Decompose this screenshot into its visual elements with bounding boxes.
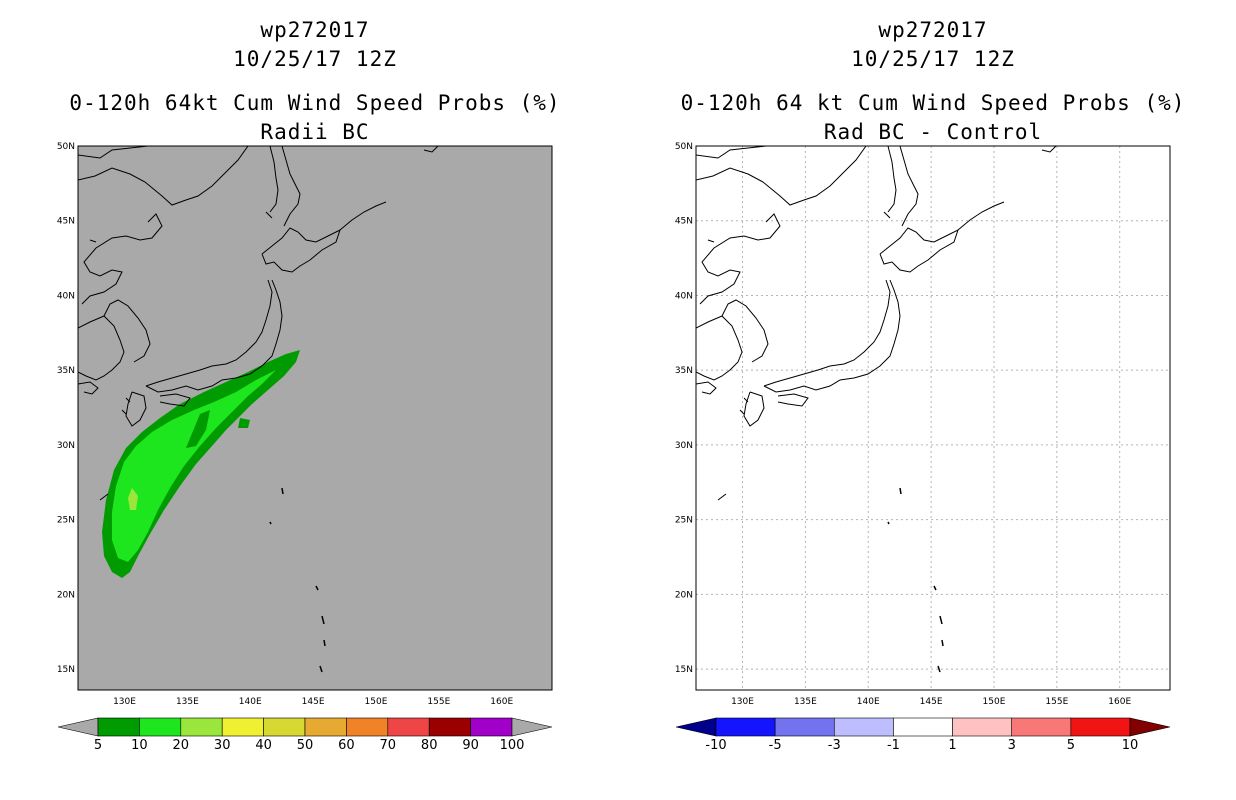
right-lat-label: 50N (675, 142, 693, 152)
right-lat-label: 30N (675, 441, 693, 451)
left-colorbar-swatch (221, 717, 264, 737)
right-lat-label: 20N (675, 590, 693, 600)
left-colorbar-swatch (139, 717, 182, 737)
left-colorbar-label: 90 (462, 738, 479, 753)
left-colorbar-swatch (97, 717, 140, 737)
right-lon-label: 135E (794, 697, 817, 707)
left-colorbar-swatch (180, 717, 223, 737)
left-lon-label: 140E (239, 697, 262, 707)
right-lon-label: 155E (1045, 697, 1068, 707)
left-lon-label: 150E (365, 697, 388, 707)
right-colorbar-swatch (952, 717, 1013, 737)
right-lat-label: 15N (675, 665, 693, 675)
left-lat-label: 40N (57, 291, 75, 301)
left-lon-label: 135E (176, 697, 199, 707)
right-colorbar-label: -5 (769, 738, 782, 753)
left-lat-label: 15N (57, 665, 75, 675)
right-lon-label: 150E (983, 697, 1006, 707)
left-colorbar-swatch (387, 717, 430, 737)
left-title-storm-id: wp272017 (260, 18, 370, 42)
left-colorbar-swatch (346, 717, 389, 737)
right-colorbar-swatch (715, 717, 776, 737)
left-colorbar-label: 10 (131, 738, 148, 753)
left-colorbar-label: 30 (214, 738, 231, 753)
right-colorbar-label: -3 (828, 738, 841, 753)
left-colorbar-label: 100 (500, 738, 525, 753)
right-axis-labels: 130E 135E 140E 145E 150E 155E 160E 50N 45N 40N 35N… (675, 142, 1132, 707)
left-lat-label: 50N (57, 142, 75, 152)
right-lat-label: 40N (675, 291, 693, 301)
right-lon-label: 145E (920, 697, 943, 707)
left-lon-label: 145E (302, 697, 325, 707)
left-colorbar-under-triangle (57, 717, 99, 737)
right-title-product: 0-120h 64 kt Cum Wind Speed Probs (%) (680, 91, 1186, 115)
right-colorbar-label: -10 (705, 738, 726, 753)
left-colorbar: 5 10 20 30 40 50 60 70 80 90 100 (57, 717, 553, 753)
right-lon-label: 140E (857, 697, 880, 707)
right-colorbar-label: 10 (1122, 738, 1139, 753)
left-colorbar-label: 80 (421, 738, 438, 753)
left-prob-10-20-area (112, 370, 276, 562)
left-title-subtitle: Radii BC (260, 120, 370, 144)
right-colorbar: -10 -5 -3 -1 1 3 5 10 (675, 717, 1171, 753)
left-lon-label: 155E (427, 697, 450, 707)
right-colorbar-swatch (1011, 717, 1072, 737)
left-lat-label: 25N (57, 516, 75, 526)
left-colorbar-swatch (263, 717, 306, 737)
left-colorbar-label: 50 (297, 738, 314, 753)
right-colorbar-label: 5 (1067, 738, 1075, 753)
left-colorbar-label: 40 (255, 738, 272, 753)
right-map-gridlines (696, 146, 1170, 690)
left-title-datetime: 10/25/17 12Z (233, 47, 397, 71)
left-colorbar-label: 60 (338, 738, 355, 753)
left-lat-label: 30N (57, 441, 75, 451)
right-map-background (696, 146, 1170, 690)
right-lon-label: 130E (731, 697, 754, 707)
right-title-datetime: 10/25/17 12Z (851, 47, 1015, 71)
left-map-frame (77, 145, 553, 691)
right-lon-label: 160E (1108, 697, 1131, 707)
left-colorbar-over-triangle (511, 717, 553, 737)
right-colorbar-label: 3 (1008, 738, 1016, 753)
right-title-subtitle: Rad BC - Control (823, 120, 1043, 144)
right-colorbar-label: -1 (887, 738, 900, 753)
right-lat-label: 35N (675, 366, 693, 376)
right-title-storm-id: wp272017 (878, 18, 988, 42)
left-colorbar-label: 20 (173, 738, 190, 753)
left-lat-label: 20N (57, 590, 75, 600)
right-colorbar-under-triangle (675, 717, 717, 737)
right-colorbar-swatch (1070, 717, 1131, 737)
left-colorbar-swatch (304, 717, 347, 737)
right-lat-label: 45N (675, 217, 693, 227)
left-colorbar-label: 5 (94, 738, 102, 753)
left-lat-label: 35N (57, 366, 75, 376)
left-lon-label: 130E (113, 697, 136, 707)
left-prob-20-30-area (128, 488, 138, 510)
right-colorbar-over-triangle (1129, 717, 1171, 737)
right-colorbar-swatch (833, 717, 894, 737)
right-colorbar-label: 1 (948, 738, 956, 753)
right-lat-label: 25N (675, 516, 693, 526)
left-axis-labels: 130E 135E 140E 145E 150E 155E 160E 50N 45N 40N 35N… (57, 142, 514, 707)
left-colorbar-swatch (470, 717, 513, 737)
right-map-frame (695, 145, 1171, 691)
right-colorbar-swatch (893, 717, 953, 737)
right-colorbar-swatch (774, 717, 835, 737)
left-lat-label: 45N (57, 217, 75, 227)
right-map (695, 145, 1171, 691)
left-map (77, 145, 553, 691)
left-colorbar-label: 70 (380, 738, 397, 753)
left-colorbar-swatch (428, 717, 471, 737)
left-title-product: 0-120h 64kt Cum Wind Speed Probs (%) (69, 91, 561, 115)
left-lon-label: 160E (490, 697, 513, 707)
left-map-background (78, 146, 552, 690)
